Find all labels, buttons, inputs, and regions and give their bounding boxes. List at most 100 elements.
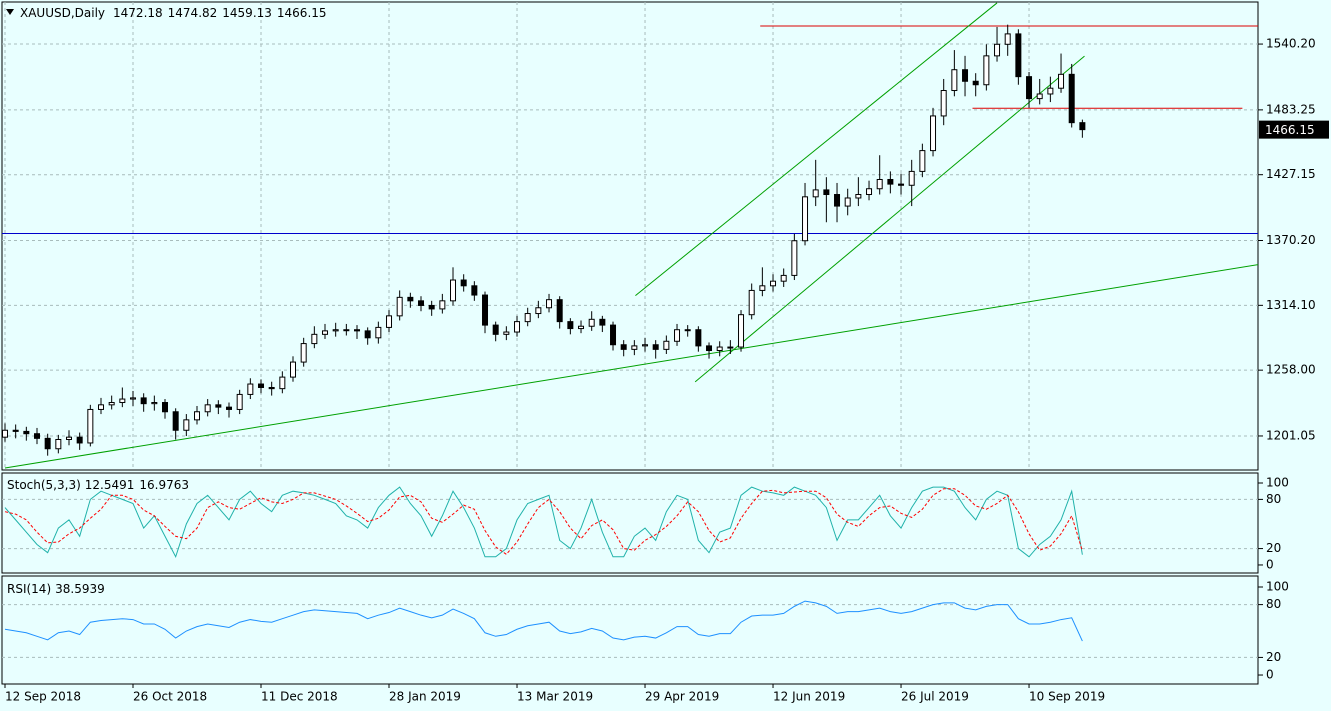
- candle-body: [844, 197, 851, 207]
- candle-body: [791, 240, 798, 276]
- candle-body: [1004, 33, 1011, 45]
- y-tick-label: 1258.00: [1266, 363, 1316, 377]
- candle-body: [812, 189, 819, 198]
- candle-body: [546, 299, 553, 309]
- candle-body: [108, 402, 115, 406]
- candle-body: [396, 296, 403, 317]
- candle-body: [930, 115, 937, 152]
- candle-body: [66, 436, 73, 440]
- candle-body: [994, 43, 1001, 57]
- symbol: XAUUSD,Daily: [20, 6, 105, 20]
- candle-body: [524, 313, 531, 323]
- x-tick-label: 26 Oct 2018: [133, 690, 207, 704]
- candle-body: [887, 178, 894, 185]
- current-price: 1466.15: [1265, 123, 1315, 137]
- candle-body: [183, 419, 190, 431]
- candle-body: [482, 294, 489, 326]
- candle-body: [418, 300, 425, 306]
- candle-body: [2, 429, 8, 438]
- candle-body: [460, 279, 467, 287]
- main-value: 12.5491: [85, 478, 135, 492]
- x-tick-label: 28 Jan 2019: [389, 690, 461, 704]
- candle-body: [343, 329, 350, 332]
- candle-body: [87, 408, 94, 444]
- candle-body: [119, 398, 126, 404]
- candle-body: [866, 188, 873, 196]
- candle-body: [354, 329, 361, 332]
- candle-body: [279, 376, 286, 390]
- signal-value: 16.9763: [139, 478, 189, 492]
- candle-body: [130, 397, 137, 400]
- close: 1466.15: [277, 6, 327, 20]
- candle-body: [76, 436, 83, 444]
- trend-line: [4, 264, 1258, 469]
- candle-body: [332, 329, 339, 332]
- candle-body: [140, 397, 147, 405]
- candle-body: [876, 178, 883, 190]
- candle-body: [855, 194, 862, 199]
- candle-body: [1047, 87, 1054, 95]
- candle-body: [23, 430, 30, 435]
- candle-body: [706, 345, 713, 352]
- candle-body: [780, 274, 787, 282]
- x-tick-label: 13 Mar 2019: [517, 690, 593, 704]
- x-tick-label: 26 Jul 2019: [901, 690, 969, 704]
- stoch-plot: [2, 486, 1258, 559]
- candle-body: [162, 402, 169, 413]
- y-tick-label: 1483.25: [1266, 102, 1316, 116]
- current-price-box: [1259, 120, 1329, 139]
- indicator-line: [4, 486, 1083, 559]
- rsi-plot: [2, 600, 1258, 658]
- candle-body: [759, 285, 766, 291]
- candle-body: [375, 326, 382, 339]
- candle-body: [567, 321, 574, 330]
- candle-body: [951, 69, 958, 92]
- candle-body: [258, 383, 265, 388]
- candle-body: [55, 438, 62, 450]
- indicator-name: RSI(14): [7, 582, 51, 596]
- y-tick-label: 1314.10: [1266, 298, 1316, 312]
- x-tick-label: 29 Apr 2019: [645, 690, 719, 704]
- menu-triangle[interactable]: [6, 9, 14, 15]
- trend-line: [694, 55, 1085, 383]
- candle-body: [823, 189, 830, 196]
- y-tick-label: 20: [1266, 650, 1281, 664]
- axes: 1201.05 1258.00 1314.10 1370.20 1427.15 1483.…: [4, 37, 1329, 704]
- main-plot: [2, 2, 1258, 470]
- indicator-line: [4, 600, 1083, 642]
- candle-body: [578, 325, 585, 330]
- candle-body: [674, 329, 681, 342]
- candle-body: [663, 340, 670, 350]
- indicator-name: Stoch(5,3,3): [7, 478, 81, 492]
- candle-body: [34, 433, 41, 439]
- y-tick-label: 1201.05: [1266, 428, 1316, 442]
- trend-line: [635, 2, 998, 297]
- candle-body: [407, 296, 414, 302]
- open: 1472.18: [113, 6, 163, 20]
- candle-body: [652, 344, 659, 350]
- candle-body: [631, 345, 638, 350]
- candle-body: [300, 343, 307, 363]
- indicator-line: [4, 488, 1083, 555]
- candle-body: [204, 404, 211, 413]
- rsi-header: RSI(14) 38.5939: [7, 582, 105, 596]
- y-tick-label: 0: [1266, 557, 1274, 571]
- rsi-panel: [1, 575, 1259, 685]
- candle-body: [599, 318, 606, 326]
- candle-body: [1036, 93, 1043, 100]
- candle-body: [151, 402, 158, 405]
- candle-body: [802, 196, 809, 242]
- candle-body: [620, 344, 627, 350]
- main-panel: [1, 1, 1259, 471]
- candle-body: [428, 304, 435, 310]
- y-tick-label: 80: [1266, 597, 1281, 611]
- candle-body: [1058, 73, 1065, 89]
- candle-body: [695, 329, 702, 347]
- candle-body: [1026, 76, 1033, 100]
- candle-body: [514, 321, 521, 333]
- y-tick-label: 1540.20: [1266, 37, 1316, 51]
- y-tick-label: 80: [1266, 492, 1281, 506]
- x-tick-label: 11 Dec 2018: [261, 690, 338, 704]
